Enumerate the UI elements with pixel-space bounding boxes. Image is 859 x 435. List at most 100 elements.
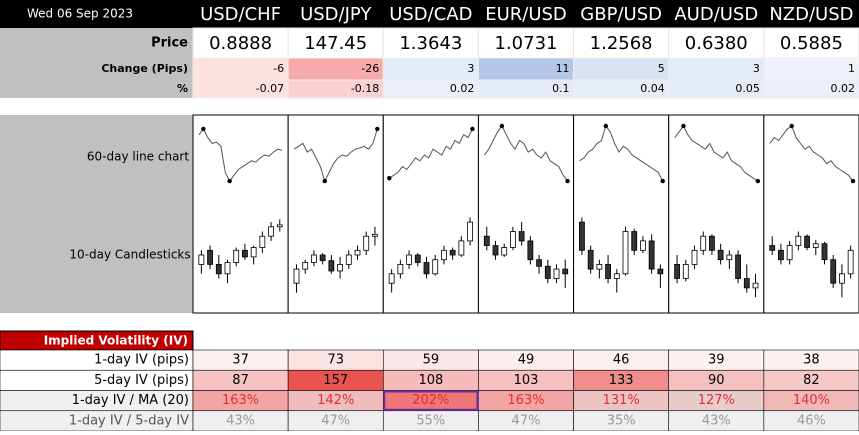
iv-value: 39 [708, 353, 725, 368]
price: 0.5885 [780, 33, 843, 54]
candle-body [682, 263, 689, 279]
candle-body [414, 254, 421, 263]
candle-body [622, 231, 629, 275]
change-value: 3 [467, 62, 474, 75]
change-value: 0.02 [450, 82, 475, 95]
iv-value: 87 [232, 373, 249, 388]
extreme-dot [387, 176, 392, 181]
pair-name: AUD/USD [674, 4, 758, 25]
candle-body [242, 249, 248, 258]
change-value: -0.07 [256, 82, 284, 95]
iv-value: 163% [222, 393, 259, 408]
candle-body [631, 231, 638, 251]
chart-cell [573, 114, 670, 314]
iv-value: 35% [607, 413, 636, 428]
chart-cell [477, 114, 575, 314]
candle-body [536, 259, 542, 267]
price-cell [668, 27, 765, 59]
candle-body [406, 254, 412, 265]
candle-body [259, 235, 266, 248]
candle-body [579, 221, 585, 251]
chart-cell [382, 114, 479, 314]
chart-label: 60-day line chart [87, 150, 189, 164]
pair-name: USD/CAD [389, 4, 472, 25]
header-bar [0, 0, 859, 28]
iv-value: 142% [317, 393, 354, 408]
candle-body [648, 240, 655, 270]
change-cell [668, 57, 765, 81]
candle-body [372, 233, 378, 237]
iv-value: 43% [702, 413, 731, 428]
candle-body [553, 268, 560, 279]
candle-body [821, 243, 828, 261]
candle-body [458, 240, 465, 256]
extreme-dot [660, 178, 665, 184]
change-value: -6 [273, 62, 284, 75]
candle-body [735, 254, 741, 279]
candle-body [492, 245, 499, 256]
iv-title: Implied Volatility (IV) [44, 334, 188, 348]
candle-body [337, 263, 343, 272]
label-cell [0, 28, 193, 58]
label-cell [0, 58, 193, 80]
candle-body [786, 245, 793, 261]
candle-body [717, 249, 724, 261]
change-value: 0.04 [640, 82, 665, 95]
row-label: % [177, 82, 188, 95]
candle-body [483, 235, 490, 246]
iv-value: 82 [803, 373, 820, 388]
candle-body [587, 249, 594, 270]
iv-label: 1-day IV / MA (20) [72, 393, 189, 408]
candle-body [743, 278, 750, 289]
candle-body [795, 235, 802, 246]
pair-name: USD/CHF [200, 4, 281, 25]
iv-value: 90 [708, 373, 725, 388]
candle-body [198, 254, 205, 265]
candle-body [441, 249, 447, 261]
iv-value: 43% [226, 413, 255, 428]
change-value: 3 [753, 62, 760, 75]
candle-body [319, 254, 326, 262]
candle-body [397, 263, 404, 275]
candle-body [812, 243, 819, 248]
candle-body [700, 235, 707, 251]
candle-body [388, 273, 395, 284]
candle-body [613, 273, 620, 279]
candle-body [467, 221, 473, 242]
extreme-dot [850, 178, 856, 184]
candle-body [354, 249, 361, 256]
sparkline [579, 124, 664, 182]
candle-body [709, 235, 715, 251]
candle-body [562, 268, 569, 275]
sparkline [674, 125, 759, 182]
iv-value: 108 [418, 373, 443, 388]
candle-body [501, 247, 508, 256]
chart-cell [287, 114, 384, 314]
iv-value: 103 [514, 373, 539, 388]
iv-value: 46% [797, 413, 826, 428]
extreme-dot [681, 123, 686, 129]
iv-value: 55% [416, 413, 445, 428]
candle-body [276, 224, 283, 228]
extreme-dot [565, 178, 570, 184]
price-cell [477, 27, 575, 59]
extreme-dot [227, 178, 232, 184]
candle-body [691, 249, 698, 265]
change-cell [573, 57, 670, 81]
pair-name: EUR/USD [485, 4, 567, 25]
change-value: 5 [658, 62, 665, 75]
candle-body [605, 263, 611, 279]
change-value: 1 [848, 62, 855, 75]
price-cell [763, 27, 859, 59]
extreme-dot [499, 123, 505, 129]
sparkline [389, 128, 473, 179]
extreme-dot [375, 126, 380, 132]
price: 147.45 [304, 33, 367, 54]
iv-value: 46 [613, 353, 630, 368]
candle-body [847, 249, 854, 275]
candle-body [328, 260, 335, 272]
iv-label: 1-day IV / 5-day IV [69, 413, 189, 428]
change-value: 0.05 [735, 82, 760, 95]
change-value: 11 [556, 62, 570, 75]
